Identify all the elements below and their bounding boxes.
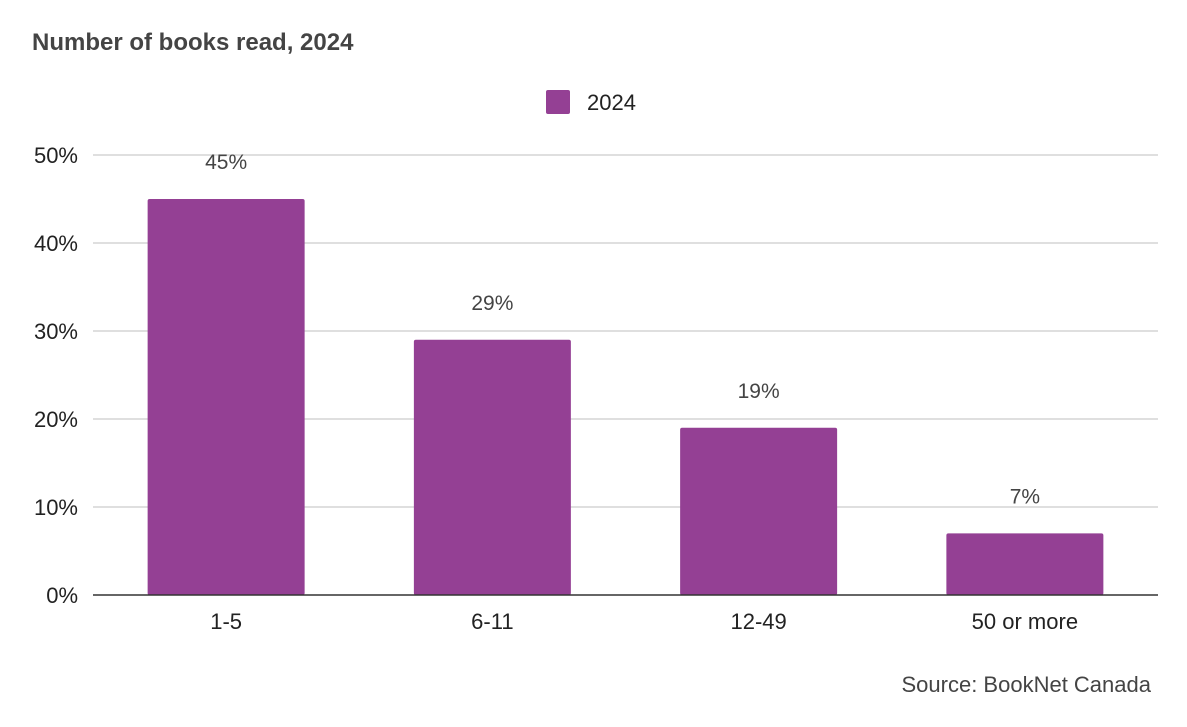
data-label: 29%: [471, 292, 513, 315]
data-label: 7%: [1010, 485, 1040, 508]
x-tick-label: 6-11: [471, 609, 513, 634]
data-label: 19%: [738, 380, 780, 403]
y-tick-label: 40%: [34, 231, 78, 256]
x-tick-label: 12-49: [730, 609, 786, 634]
source-note: Source: BookNet Canada: [901, 672, 1152, 697]
x-tick-label: 50 or more: [972, 609, 1078, 634]
y-tick-label: 50%: [34, 143, 78, 168]
legend: 2024: [546, 90, 636, 115]
y-axis-tick-labels: 0% 10% 20% 30% 40% 50%: [34, 143, 78, 608]
y-tick-label: 20%: [34, 407, 78, 432]
bars: [147, 199, 1104, 595]
data-label: 45%: [205, 151, 247, 174]
legend-swatch: [546, 90, 570, 114]
bar-12-49: [680, 427, 838, 595]
x-axis-tick-labels: 1-5 6-11 12-49 50 or more: [210, 609, 1078, 634]
y-tick-label: 0%: [46, 583, 78, 608]
bar-6-11: [413, 339, 571, 595]
x-tick-label: 1-5: [210, 609, 242, 634]
bar-1-5: [147, 199, 305, 595]
bar-50-or-more: [946, 533, 1104, 595]
y-tick-label: 30%: [34, 319, 78, 344]
data-labels: 45% 29% 19% 7%: [205, 151, 1040, 508]
legend-label: 2024: [587, 90, 636, 115]
chart-title: Number of books read, 2024: [32, 29, 354, 56]
y-tick-label: 10%: [34, 495, 78, 520]
